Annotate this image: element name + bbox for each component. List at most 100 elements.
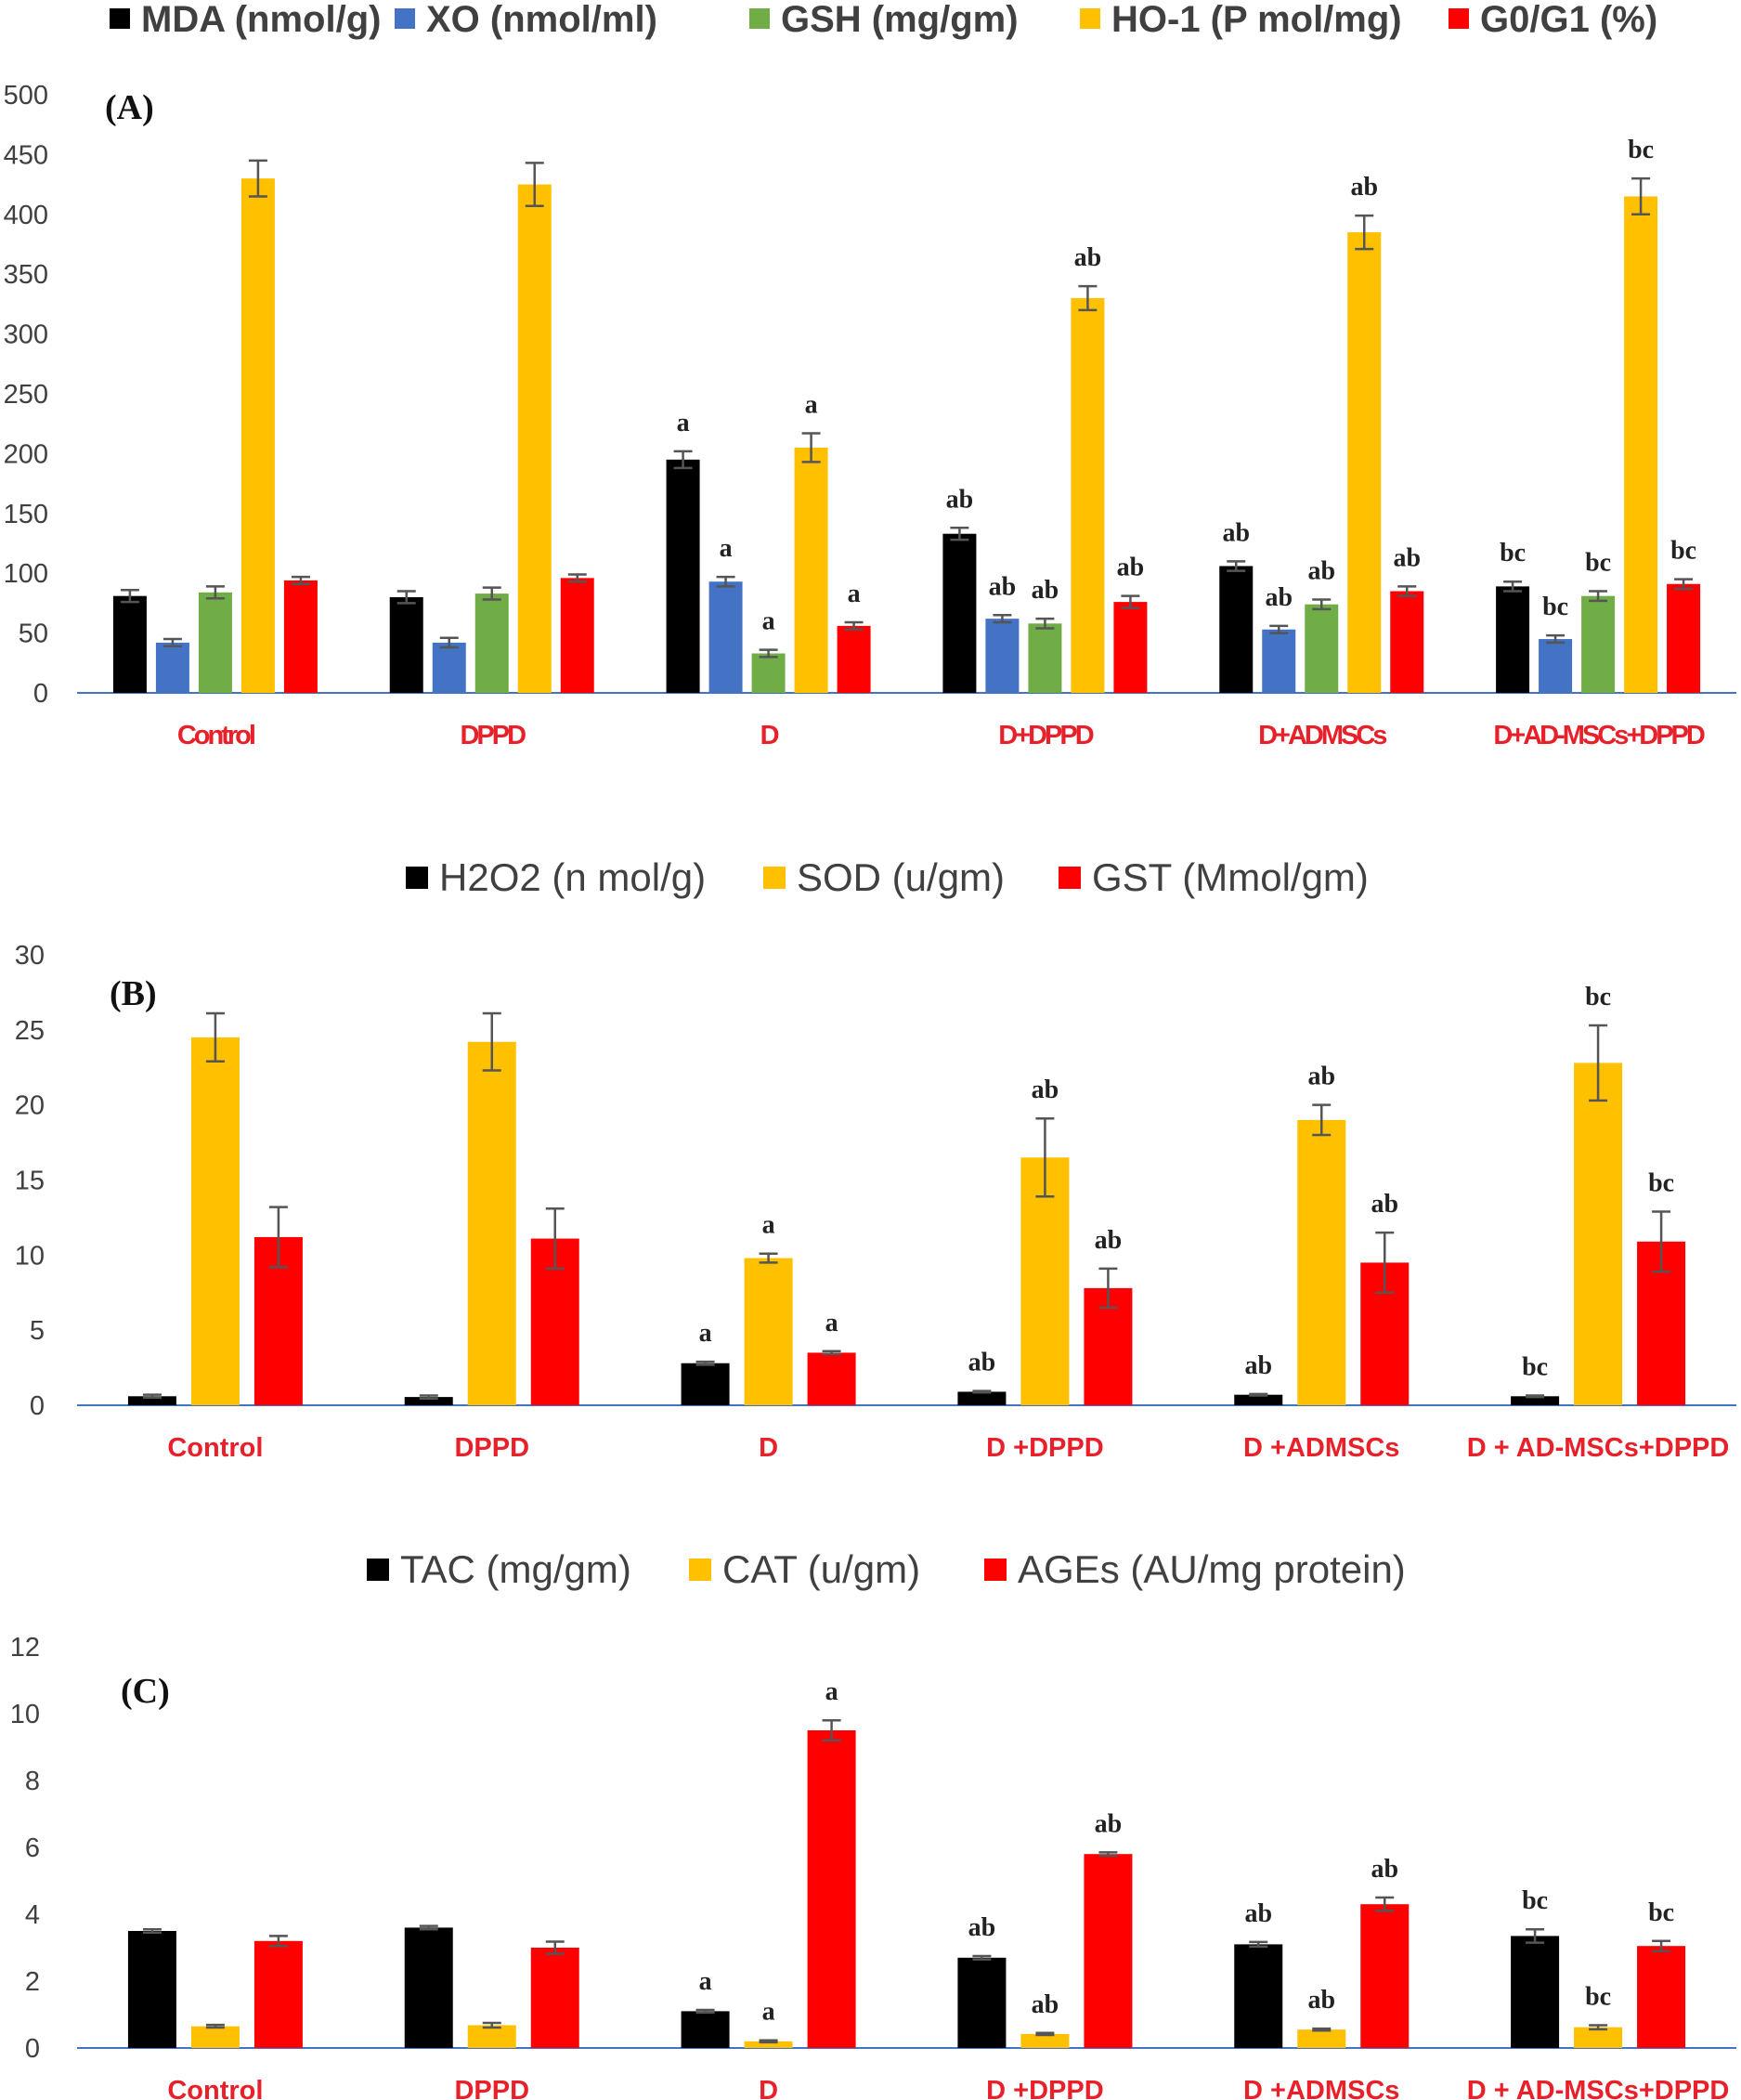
significance-label: a — [762, 1998, 775, 2027]
significance-label: a — [825, 1309, 838, 1337]
category-label: D+AD-MSCs+DPPD — [1493, 721, 1705, 750]
category-label: D+DPPD — [998, 721, 1094, 750]
significance-label: ab — [1095, 1809, 1123, 1838]
bar — [957, 1391, 1007, 1405]
bar — [1297, 2029, 1346, 2048]
significance-label: a — [848, 580, 861, 608]
category-label: DPPD — [454, 1433, 529, 1463]
bar — [1539, 639, 1573, 693]
bar — [1390, 591, 1424, 693]
bar — [112, 595, 147, 693]
y-tick-label: 400 — [4, 201, 48, 230]
y-tick-label: 250 — [4, 380, 48, 410]
significance-label: ab — [1222, 518, 1250, 547]
bar — [190, 2026, 240, 2048]
category-label: D + AD-MSCs+DPPD — [1467, 2076, 1730, 2100]
bar — [404, 1397, 453, 1405]
bar — [957, 1957, 1007, 2048]
significance-label: ab — [1307, 1986, 1335, 2015]
significance-label: ab — [1307, 1063, 1335, 1091]
bar — [127, 1396, 176, 1405]
panel-1-legend: MDA (nmol/g) XO (nmol/ml) GSH (mg/gm) HO-1 … — [110, 0, 1657, 40]
category-label: D+ADMSCs — [1258, 721, 1386, 750]
y-tick-label: 10 — [15, 1241, 45, 1271]
bar — [389, 596, 423, 693]
bar — [837, 625, 871, 693]
category-label: D — [760, 721, 779, 750]
significance-label: ab — [989, 572, 1017, 601]
y-tick-label: 0 — [30, 1391, 45, 1421]
significance-label: bc — [1585, 1983, 1611, 2012]
y-tick-label: 15 — [15, 1167, 45, 1196]
bar — [1574, 2027, 1623, 2048]
legend-swatch — [1449, 8, 1469, 29]
significance-label: bc — [1522, 1352, 1548, 1381]
category-label: D +ADMSCs — [1243, 2076, 1399, 2100]
significance-label: ab — [1095, 1226, 1123, 1255]
significance-label: a — [720, 534, 733, 563]
bar — [1511, 1396, 1560, 1405]
y-tick-label: 6 — [25, 1833, 40, 1863]
panel-label: (A) — [105, 88, 154, 127]
significance-label: ab — [946, 485, 974, 514]
category-label: D + AD-MSCs+DPPD — [1467, 1433, 1730, 1463]
bar — [744, 1258, 793, 1405]
significance-label: ab — [1032, 1990, 1059, 2019]
significance-label: bc — [1670, 537, 1696, 566]
significance-label: a — [762, 607, 775, 636]
bar — [942, 533, 977, 693]
legend-label: AGEs (AU/mg protein) — [1018, 1547, 1406, 1591]
significance-label: ab — [1032, 1076, 1059, 1104]
significance-label: bc — [1522, 1886, 1548, 1915]
significance-label: ab — [1265, 583, 1293, 612]
bar — [1234, 1944, 1283, 2048]
bar — [517, 184, 552, 694]
bar — [1219, 566, 1254, 693]
y-tick-label: 5 — [30, 1316, 45, 1346]
legend-swatch — [110, 8, 130, 29]
y-tick-label: 4 — [25, 1900, 40, 1930]
y-tick-label: 100 — [4, 559, 48, 589]
panel-2-bars: a a a ab ab ab ab ab ab bc bc bc — [127, 983, 1686, 1405]
significance-label: a — [805, 391, 818, 420]
panel-2-legend: H2O2 (n mol/g) SOD (u/gm) GST (Mmol/gm) — [406, 855, 1369, 899]
bar — [155, 642, 189, 693]
y-tick-label: 30 — [15, 941, 45, 971]
bar — [1113, 602, 1148, 693]
bar — [1020, 1157, 1070, 1405]
category-label: D — [759, 2076, 778, 2100]
bar — [1305, 604, 1339, 693]
bar — [404, 1927, 453, 2048]
significance-label: bc — [1628, 136, 1654, 164]
bar — [807, 1730, 856, 2048]
legend-label: TAC (mg/gm) — [400, 1547, 631, 1591]
category-label: Control — [167, 2076, 263, 2100]
legend-label: CAT (u/gm) — [722, 1547, 920, 1591]
legend-label: HO-1 (P mol/mg) — [1111, 0, 1402, 40]
significance-label: ab — [1032, 576, 1059, 605]
legend-label: GST (Mmol/gm) — [1092, 855, 1369, 899]
y-tick-label: 300 — [4, 320, 48, 350]
y-tick-label: 10 — [10, 1700, 40, 1729]
bar — [1360, 1904, 1410, 2048]
panel-1-chart: MDA (nmol/g) XO (nmol/ml) GSH (mg/gm) HO-1 … — [4, 0, 1736, 750]
significance-label: a — [762, 1211, 775, 1240]
significance-label: bc — [1648, 1168, 1674, 1197]
bar — [1581, 595, 1616, 693]
category-label: D +DPPD — [986, 2076, 1104, 2100]
panel-3-bars: a a a ab ab ab ab ab ab bc bc bc — [127, 1677, 1686, 2048]
legend-swatch — [984, 1559, 1007, 1581]
legend-label: H2O2 (n mol/g) — [439, 855, 706, 899]
bar — [807, 1352, 856, 1405]
bar — [708, 581, 743, 693]
legend-swatch — [367, 1559, 389, 1581]
legend-label: MDA (nmol/g) — [141, 0, 381, 40]
bar — [1071, 297, 1105, 693]
significance-label: ab — [1074, 243, 1102, 272]
category-label: D — [759, 1433, 778, 1463]
bar — [198, 592, 232, 693]
significance-label: a — [699, 1967, 712, 1996]
panel-3-chart: TAC (mg/gm) CAT (u/gm) AGEs (AU/mg protein… — [10, 1547, 1736, 2100]
significance-label: a — [825, 1677, 838, 1706]
